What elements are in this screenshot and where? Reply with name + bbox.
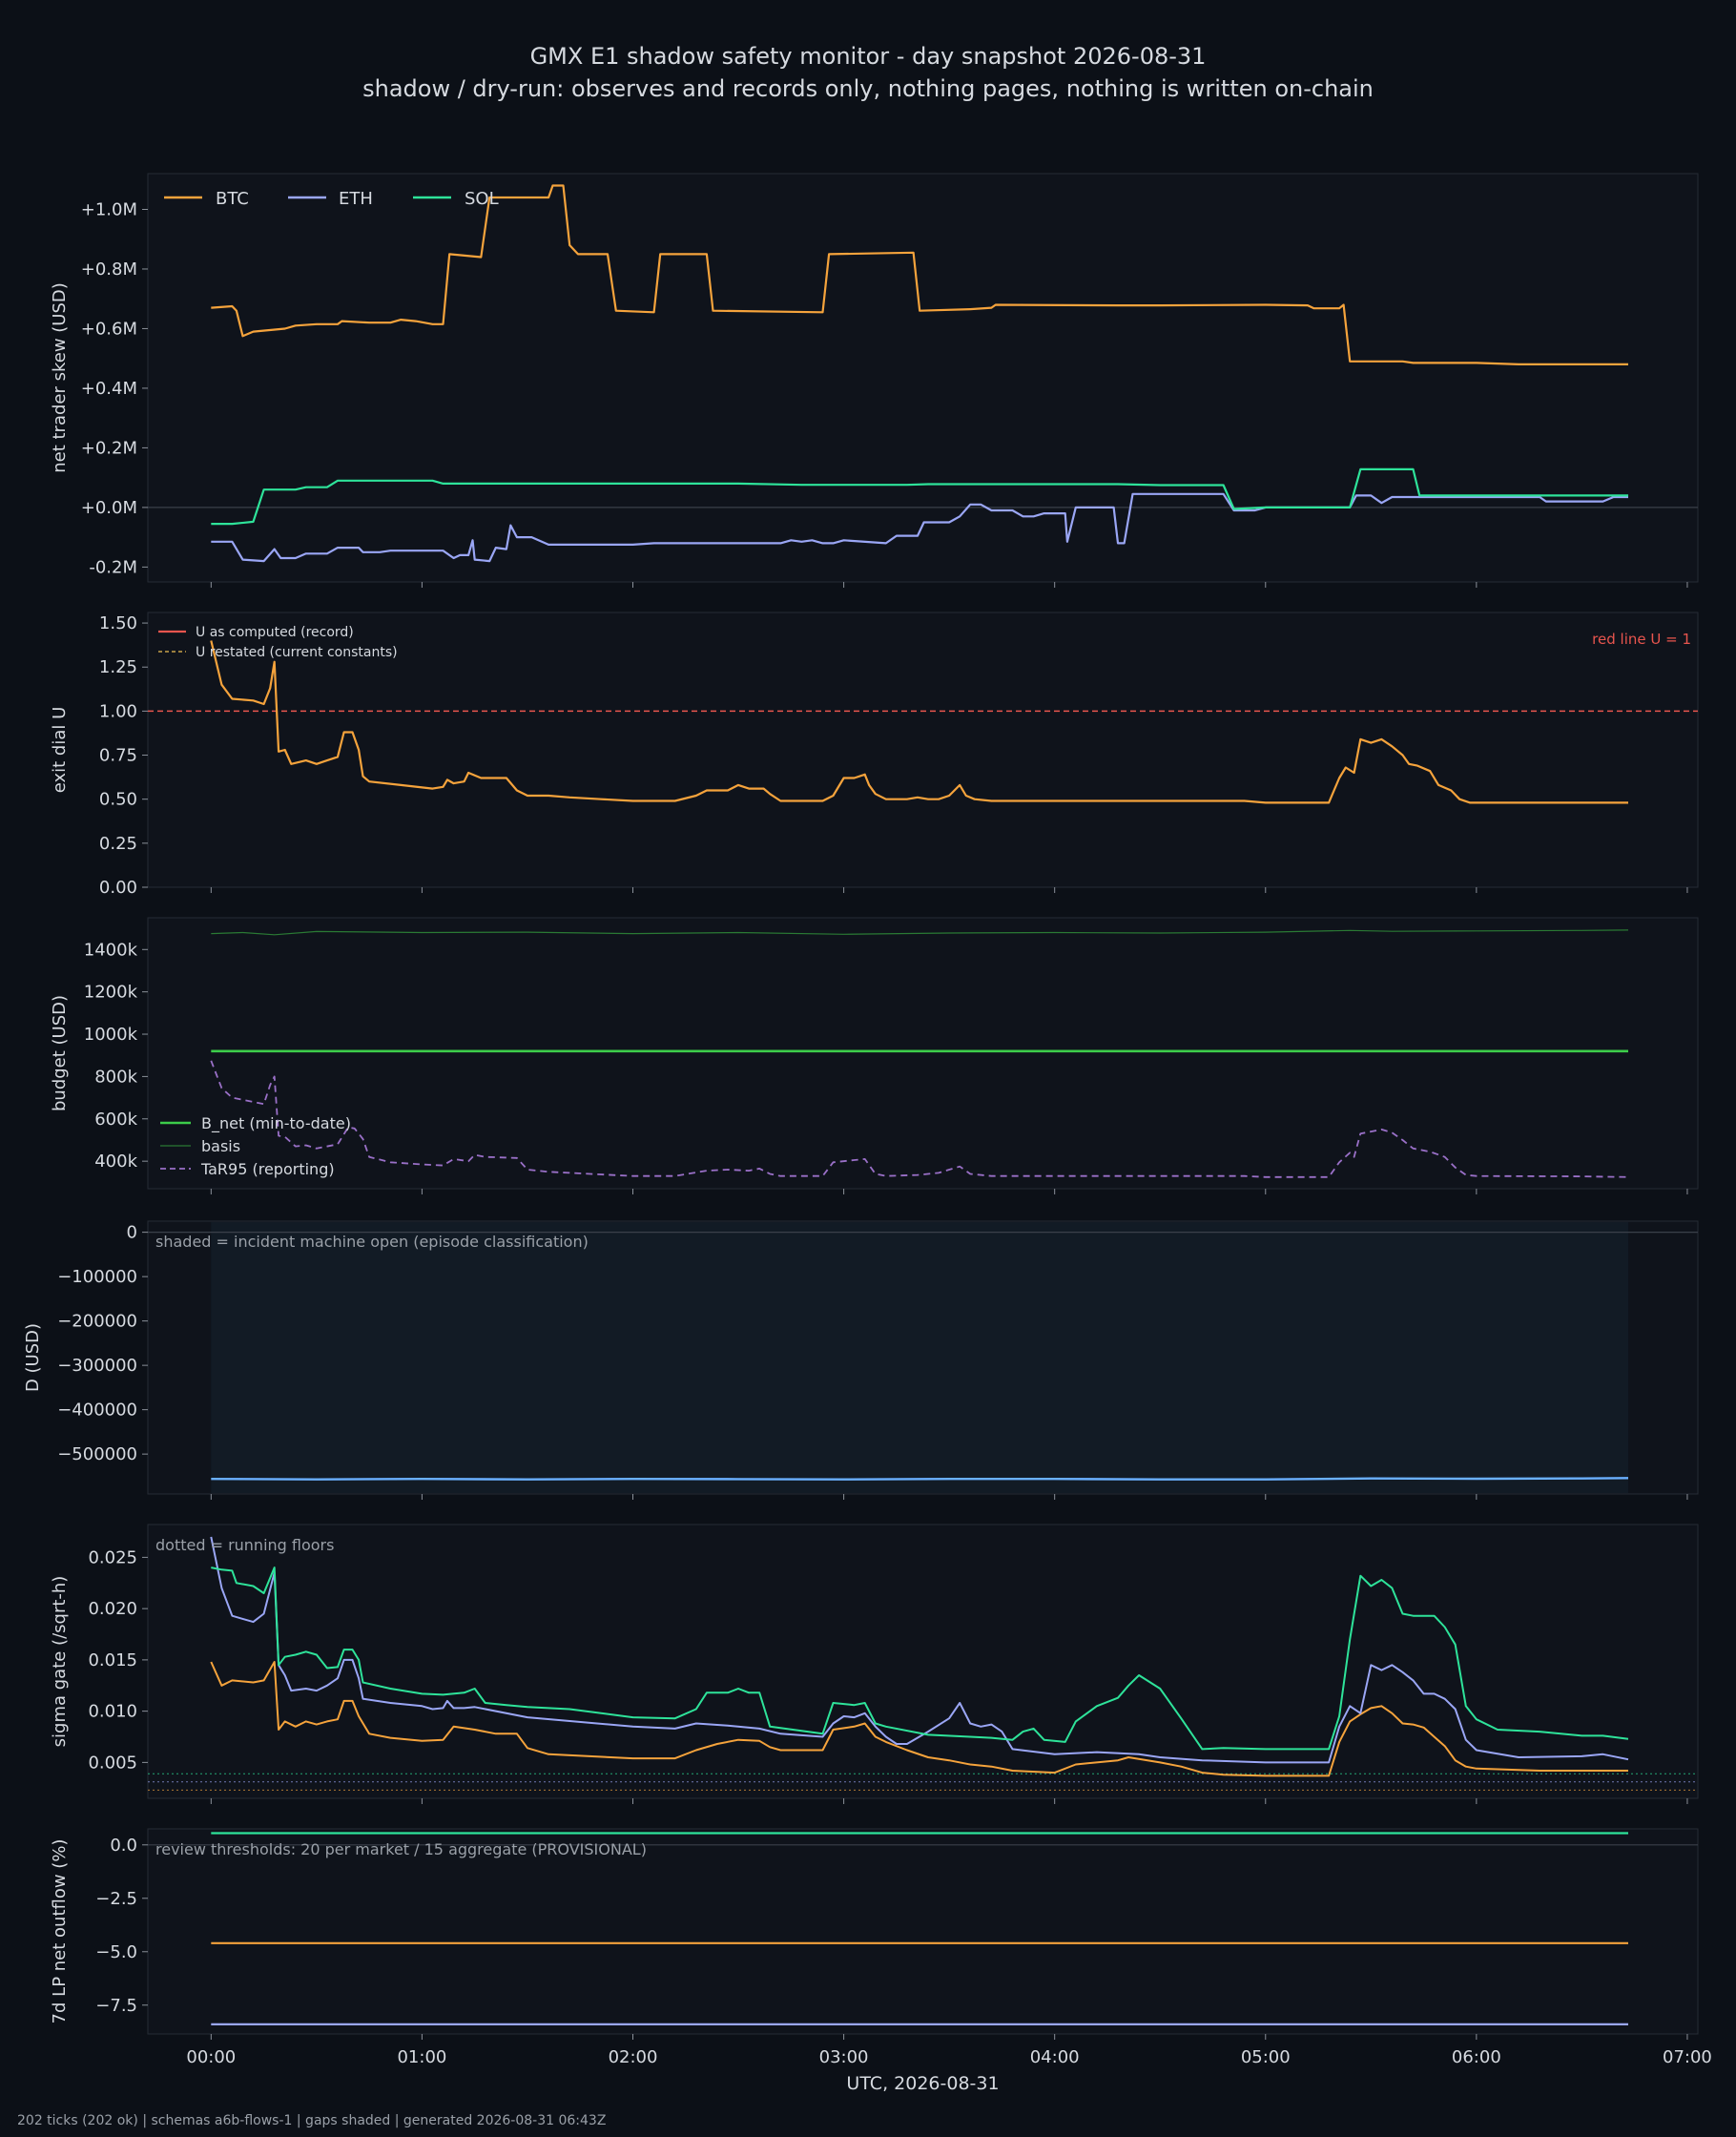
y-tick-label: 0.005 [88,1753,137,1773]
y-axis-label: sigma gate (/sqrt-h) [50,1576,70,1748]
y-tick-label: +0.6M [81,319,137,339]
y-axis-label: net trader skew (USD) [50,282,70,473]
series-line-sol [211,467,1628,526]
y-tick-label: 0.0 [110,1836,137,1856]
x-tick-label: 04:00 [1030,2047,1080,2067]
y-tick-label: 0.75 [99,746,137,766]
y-axis-label: exit dial U [50,707,70,794]
annotation-text: review thresholds: 20 per market / 15 ag… [155,1840,647,1858]
x-tick-label: 05:00 [1241,2047,1291,2067]
x-tick-label: 03:00 [819,2047,869,2067]
y-tick-label: −200000 [57,1312,137,1332]
legend-label: SOL [465,189,499,209]
y-tick-label: +0.0M [81,498,137,518]
y-tick-label: 0.00 [99,878,137,898]
y-tick-label: +1.0M [81,199,137,219]
panel-3 [142,917,1699,1194]
panel-frame [147,173,1699,583]
incident-shade [211,1222,1629,1493]
y-tick-label: 1.50 [99,613,137,633]
x-tick-label: 01:00 [397,2047,446,2067]
series-line-basis [211,929,1629,936]
legend-label: basis [201,1137,240,1155]
panel-frame [147,1828,1699,2035]
figure-title-block: GMX E1 shadow safety monitor - day snaps… [0,40,1736,105]
y-tick-label: 0 [127,1223,137,1243]
panel-5 [142,1524,1699,1804]
x-tick-label: 00:00 [186,2047,236,2067]
legend-label: U as computed (record) [196,625,354,640]
x-tick-label: 07:00 [1663,2047,1712,2067]
x-axis-label: UTC, 2026-08-31 [846,2073,999,2094]
legend-label: BTC [216,189,249,209]
x-tick-label: 06:00 [1452,2047,1501,2067]
y-tick-label: 0.50 [99,790,137,810]
panel-4 [142,1220,1699,1500]
annotation-text: red line U = 1 [1592,631,1691,648]
y-tick-label: −100000 [57,1267,137,1287]
annotation-text: shaded = incident machine open (episode … [155,1233,589,1251]
y-tick-label: 600k [94,1110,137,1130]
legend-label: U restated (current constants) [196,645,398,660]
figure-subtitle: shadow / dry-run: observes and records o… [362,75,1374,102]
y-tick-label: −2.5 [95,1889,137,1909]
y-tick-label: 1400k [84,940,138,960]
y-tick-label: +0.2M [81,438,137,458]
panel-frame [147,917,1699,1190]
panel-2 [142,612,1699,893]
figure-title: GMX E1 shadow safety monitor - day snaps… [529,43,1207,70]
y-tick-label: −400000 [57,1400,137,1421]
y-tick-label: 1000k [84,1025,138,1045]
annotation-text: dotted = running floors [155,1536,334,1554]
legend-label: TaR95 (reporting) [200,1160,335,1178]
series-line-d [211,1477,1629,1481]
y-axis-label: D (USD) [23,1323,43,1392]
series-line-eth [210,1536,1629,1764]
legend-label: B_net (min-to-date) [201,1114,351,1133]
y-tick-label: 0.010 [88,1702,137,1722]
x-tick-label: 02:00 [609,2047,658,2067]
y-tick-label: +0.4M [81,379,137,399]
footer-status: 202 ticks (202 ok) | schemas a6b-flows-1… [17,2113,607,2128]
y-tick-label: 0.25 [99,834,137,854]
panel-frame [147,1524,1699,1799]
y-tick-label: +0.8M [81,259,137,280]
y-tick-label: 1.00 [99,701,137,721]
series-line-u-as-computed-record- [210,640,1628,804]
y-tick-label: −500000 [57,1444,137,1464]
y-tick-label: 400k [94,1151,137,1172]
y-tick-label: 800k [94,1067,137,1087]
y-axis-label: budget (USD) [50,995,70,1111]
panel-frame [147,612,1699,888]
panel-1 [142,173,1699,588]
y-tick-label: −300000 [57,1356,137,1376]
y-tick-label: −7.5 [95,1996,137,2016]
series-line-btc [211,184,1628,365]
y-tick-label: 0.015 [88,1650,137,1670]
y-tick-label: -0.2M [89,557,137,577]
y-tick-label: 0.025 [88,1547,137,1567]
y-tick-label: 0.020 [88,1599,137,1619]
panel-6 [142,1828,1699,2040]
series-line-sol [211,1566,1629,1751]
series-line-btc [210,1661,1628,1777]
series-line-tar95-reporting- [210,1060,1629,1178]
legend-label: ETH [339,189,373,209]
y-axis-label: 7d LP net outflow (%) [50,1839,70,2024]
y-tick-label: 1200k [84,983,138,1003]
y-tick-label: −5.0 [95,1942,137,1962]
y-tick-label: 1.25 [99,657,137,677]
